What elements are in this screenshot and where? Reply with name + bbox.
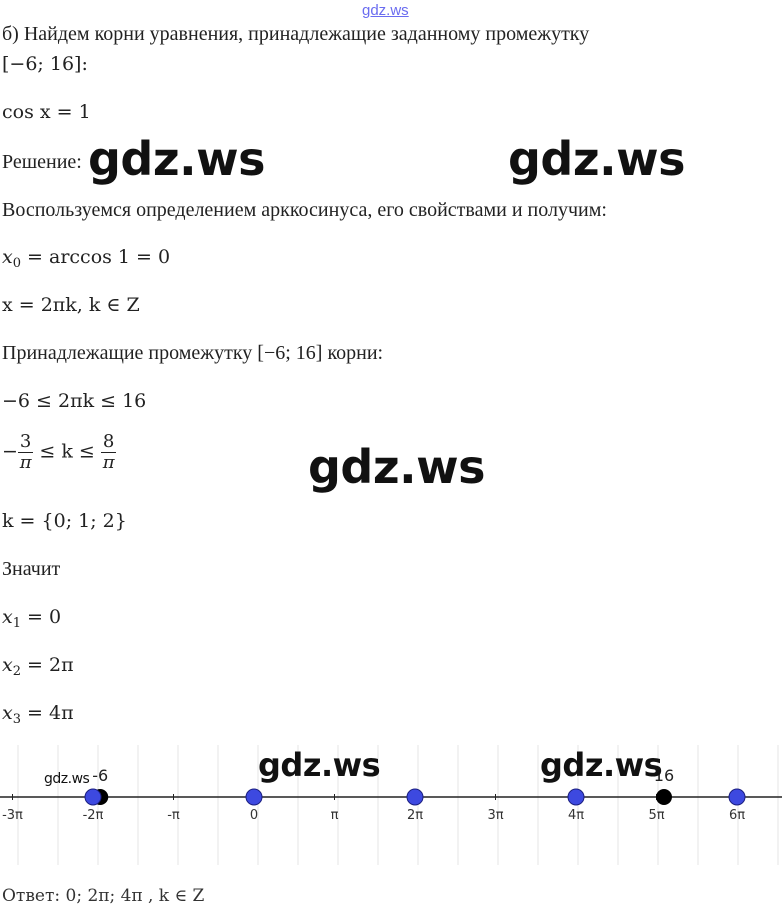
blue-point xyxy=(728,788,746,806)
solution-label: Решение: xyxy=(2,151,82,173)
tick-label: 4π xyxy=(568,808,584,823)
tick-label: 3π xyxy=(487,808,503,823)
intro-line-2: [−6; 16]: xyxy=(2,53,88,75)
tick-label: -3π xyxy=(2,808,23,823)
therefore-label: Значит xyxy=(2,558,61,580)
intro-line-1: б) Найдем корни уравнения, принадлежащие… xyxy=(2,23,590,45)
blue-point xyxy=(245,788,263,806)
endpoint-point xyxy=(655,789,672,805)
tick-label: 2π xyxy=(407,808,423,823)
tick-label: π xyxy=(331,808,339,823)
watermark-5: gdz.ws xyxy=(540,746,663,784)
watermark-4: gdz.ws xyxy=(258,746,381,784)
blue-point xyxy=(84,788,102,806)
endpoint-label: 16 xyxy=(654,766,674,785)
number-line-figure: -3π -2π -π 0 π 2π 3π 4π 5π 6π -6 16 xyxy=(0,745,782,865)
general-solution: x = 2πk, k ∈ Z xyxy=(2,294,140,316)
number-line-ticks: -3π -2π -π 0 π 2π 3π 4π 5π 6π xyxy=(2,794,745,823)
root-2: x2 = 2π xyxy=(2,654,74,679)
method-text: Воспользуемся определением арккосинуса, … xyxy=(2,199,607,221)
tick-label: 6π xyxy=(729,808,745,823)
number-line-grid xyxy=(17,745,779,865)
answer: Ответ: 0; 2π; 4π , k ∈ Z xyxy=(2,886,205,906)
fraction-middle: ≤ k ≤ xyxy=(39,440,95,463)
watermark-3: gdz.ws xyxy=(308,440,485,494)
inequality: −6 ≤ 2πk ≤ 16 xyxy=(2,390,147,412)
root-3: x3 = 4π xyxy=(2,702,74,727)
number-line-points: -6 16 xyxy=(84,766,746,806)
tick-label: 0 xyxy=(250,808,258,823)
watermark-6: gdz.ws xyxy=(44,771,90,787)
x0-line: x0 = arccos 1 = 0 xyxy=(2,246,171,271)
watermark-top[interactable]: gdz.ws xyxy=(362,2,409,19)
x0-value: = arccos 1 = 0 xyxy=(27,246,171,268)
root-1: x1 = 0 xyxy=(2,606,62,631)
endpoint-label: -6 xyxy=(92,766,108,785)
watermark-2: gdz.ws xyxy=(508,132,685,186)
k-set: k = {0; 1; 2} xyxy=(2,510,127,532)
tick-label: 5π xyxy=(648,808,664,823)
equation: cos x = 1 xyxy=(2,101,91,123)
tick-label: -π xyxy=(167,808,180,823)
interval-text: Принадлежащие промежутку [−6; 16] корни: xyxy=(2,342,384,364)
blue-point xyxy=(406,788,424,806)
watermark-1: gdz.ws xyxy=(88,132,265,186)
tick-label: -2π xyxy=(83,808,104,823)
blue-point xyxy=(567,788,585,806)
